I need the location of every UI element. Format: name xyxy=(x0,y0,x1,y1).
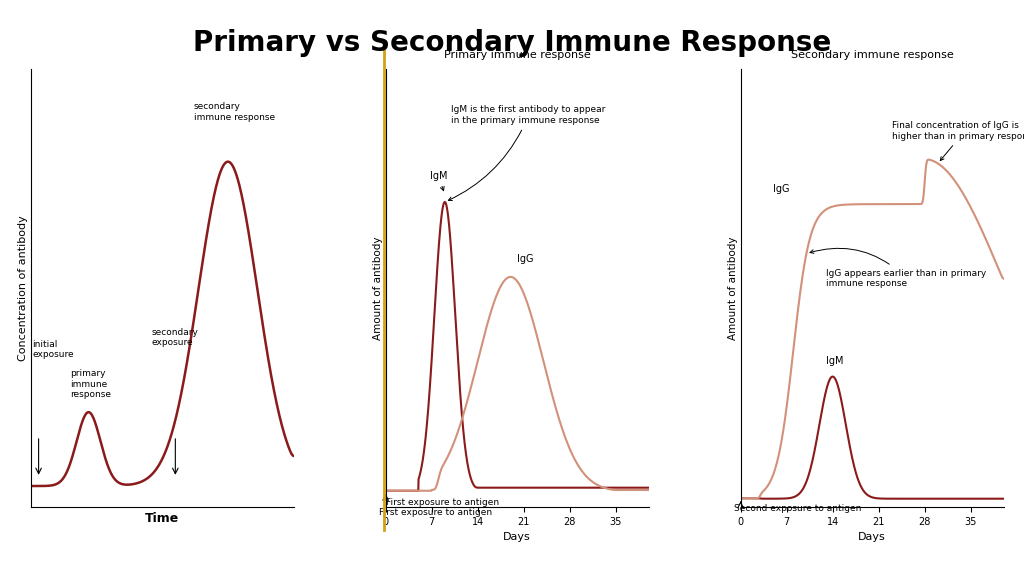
Line: IgG: IgG xyxy=(386,277,648,491)
Text: Primary vs Secondary Immune Response: Primary vs Secondary Immune Response xyxy=(193,29,831,57)
Text: secondary
immune response: secondary immune response xyxy=(194,103,274,122)
X-axis label: Days: Days xyxy=(503,532,531,542)
Line: IgM: IgM xyxy=(386,202,648,491)
IgM xyxy=(585,484,597,491)
Y-axis label: Amount of antibody: Amount of antibody xyxy=(373,236,383,340)
Title: Primary immune response: Primary immune response xyxy=(443,50,591,60)
Text: secondary
exposure: secondary exposure xyxy=(152,328,199,347)
Text: IgM: IgM xyxy=(429,171,447,191)
IgG xyxy=(585,477,597,484)
Text: IgM: IgM xyxy=(826,357,844,366)
Title: Secondary immune response: Secondary immune response xyxy=(791,50,953,60)
IgG xyxy=(496,282,508,289)
IgG xyxy=(590,480,602,487)
X-axis label: Time: Time xyxy=(145,513,179,525)
Text: IgG: IgG xyxy=(517,253,534,264)
Text: IgG: IgG xyxy=(773,184,790,194)
IgG xyxy=(485,305,498,312)
IgG xyxy=(642,487,654,494)
X-axis label: Days: Days xyxy=(858,532,886,542)
IgG xyxy=(380,487,392,494)
Text: IgM is the first antibody to appear
in the primary immune response: IgM is the first antibody to appear in t… xyxy=(449,105,606,200)
Y-axis label: Concentration of antibody: Concentration of antibody xyxy=(18,215,28,361)
IgG xyxy=(407,487,419,494)
Text: Second exposure to antigen: Second exposure to antigen xyxy=(734,504,861,513)
Text: IgG appears earlier than in primary
immune response: IgG appears earlier than in primary immu… xyxy=(810,248,986,288)
Text: initial
exposure: initial exposure xyxy=(32,340,74,359)
IgM xyxy=(560,484,572,491)
IgG xyxy=(560,437,572,444)
IgM xyxy=(438,199,451,206)
IgG xyxy=(505,274,517,281)
IgM xyxy=(380,487,392,494)
IgM xyxy=(486,484,499,491)
IgM xyxy=(407,487,419,494)
Text: First exposure to antigen: First exposure to antigen xyxy=(386,498,499,507)
IgM xyxy=(590,484,602,491)
IgM xyxy=(496,484,508,491)
Text: First exposure to antigen: First exposure to antigen xyxy=(379,507,493,517)
Text: Final concentration of IgG is
higher than in primary response: Final concentration of IgG is higher tha… xyxy=(892,122,1024,161)
Y-axis label: Amount of antibody: Amount of antibody xyxy=(728,236,738,340)
Text: primary
immune
response: primary immune response xyxy=(71,369,112,399)
IgM xyxy=(642,484,654,491)
